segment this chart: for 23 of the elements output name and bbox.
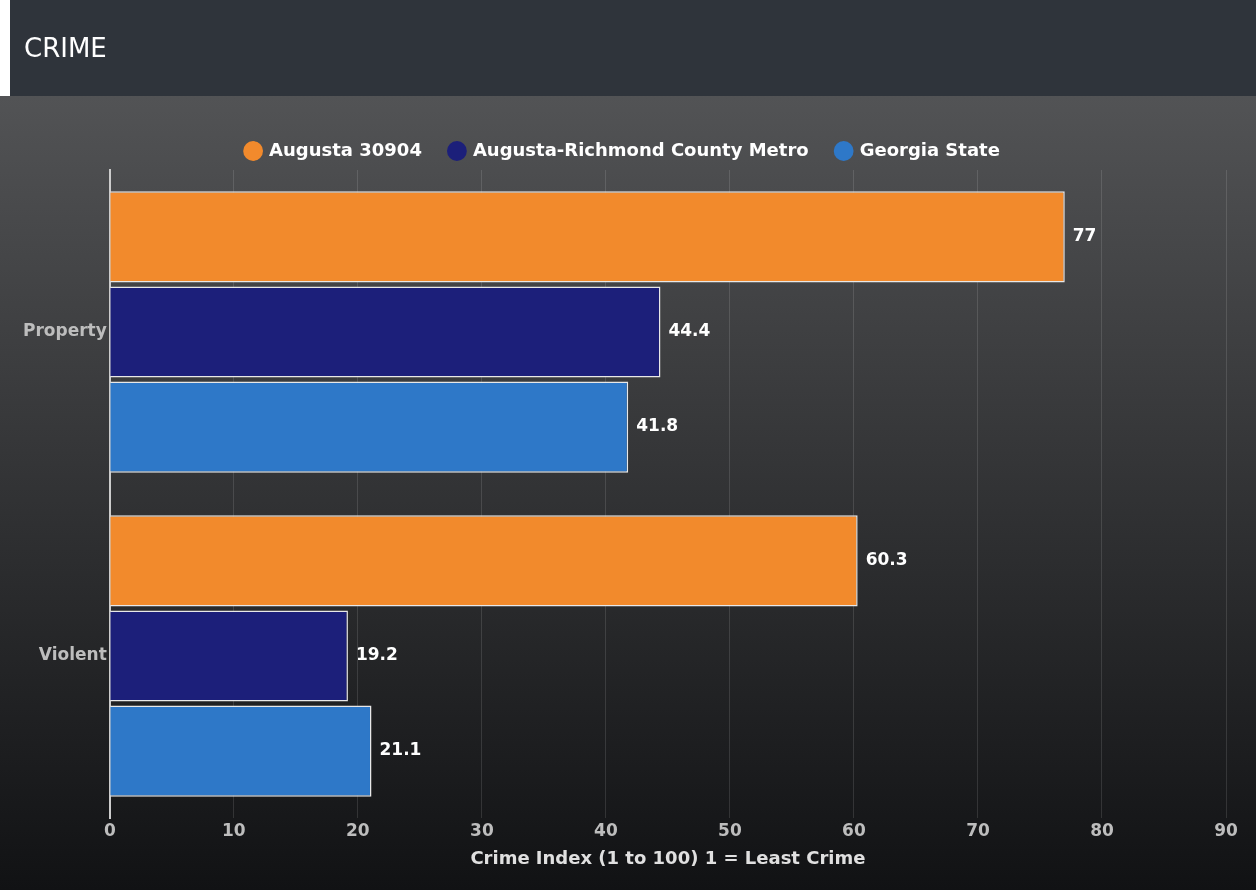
y-tick-label: Violent [38, 644, 107, 665]
x-axis-title: Crime Index (1 to 100) 1 = Least Crime [470, 846, 866, 868]
x-tick-label: 90 [1214, 819, 1238, 840]
x-tick-label: 50 [718, 819, 742, 840]
data-label: 44.4 [668, 320, 711, 341]
x-tick-label: 0 [103, 819, 116, 840]
x-tick-label: 20 [346, 819, 370, 840]
x-tick-label: 60 [842, 819, 866, 840]
x-tick-label: 30 [470, 819, 494, 840]
data-label: 77 [1072, 225, 1097, 246]
y-tick-label: Property [22, 320, 107, 341]
legend-label: Augusta-Richmond County Metro [472, 138, 809, 160]
legend-label: Georgia State [859, 138, 1000, 160]
data-label: 41.8 [636, 415, 679, 436]
data-label: 21.1 [379, 739, 422, 760]
x-tick-label: 10 [222, 819, 246, 840]
x-tick-label: 70 [966, 819, 990, 840]
data-label: 19.2 [355, 644, 398, 665]
data-label: 60.3 [865, 549, 908, 570]
chart-title: CRIME [0, 0, 1256, 96]
legend-label: Augusta 30904 [269, 138, 422, 160]
x-tick-label: 40 [594, 819, 618, 840]
x-tick-label: 80 [1090, 819, 1114, 840]
